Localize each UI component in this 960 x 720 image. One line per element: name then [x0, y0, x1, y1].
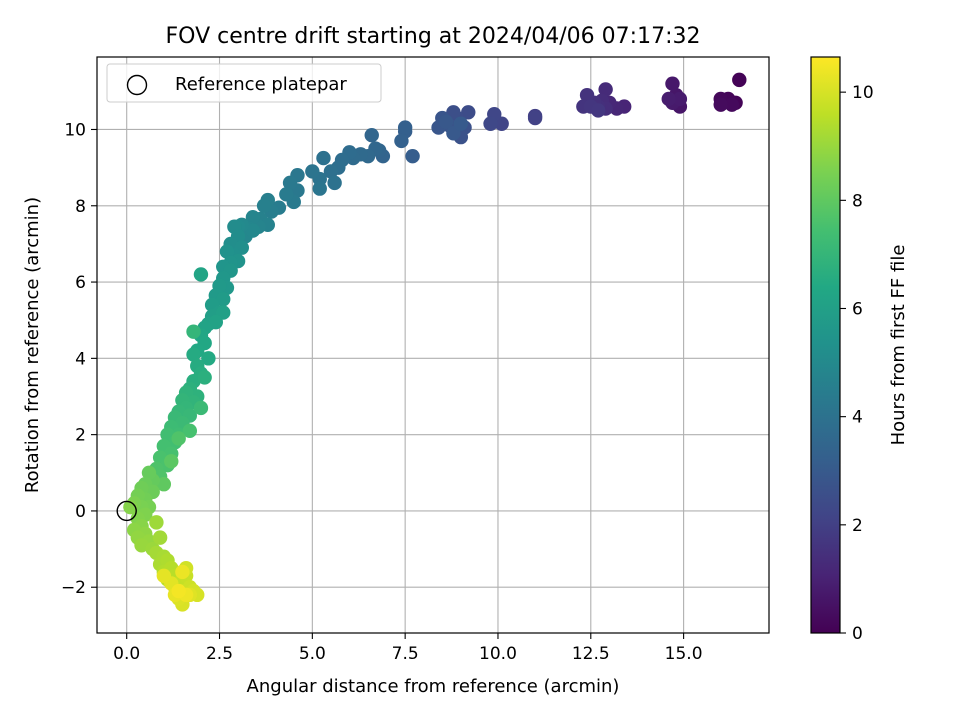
- data-point: [672, 91, 688, 107]
- data-point: [438, 114, 454, 130]
- data-point: [256, 198, 272, 213]
- colorbar-tick-label: 8: [852, 191, 863, 211]
- reference-point-layer: [116, 500, 137, 522]
- data-point: [134, 538, 149, 553]
- colorbar-tick-label: 4: [852, 408, 863, 428]
- legend-box: [106, 63, 382, 103]
- data-point: [171, 431, 186, 446]
- data-point: [327, 175, 342, 191]
- y-axis-ticks: −2 0 2 4 6 8 10: [61, 120, 97, 598]
- colorbar-frame: [810, 56, 841, 634]
- data-point: [312, 181, 327, 196]
- data-point: [282, 175, 298, 191]
- data-point: [323, 164, 339, 179]
- data-point: [461, 105, 476, 120]
- data-point: [156, 568, 172, 583]
- data-point: [279, 187, 294, 202]
- data-point: [527, 110, 543, 126]
- colorbar-ticks: 0 2 4 6 8 10: [840, 83, 874, 644]
- colorbar-gradient: [811, 57, 840, 633]
- data-point: [208, 314, 224, 330]
- data-point: [123, 499, 138, 515]
- data-point: [171, 583, 186, 599]
- data-point: [197, 370, 212, 385]
- data-point: [245, 223, 261, 238]
- x-tick-label: 7.5: [392, 644, 419, 664]
- data-point: [175, 564, 190, 580]
- data-point: [483, 116, 498, 131]
- data-point: [219, 244, 235, 259]
- data-point: [364, 127, 379, 143]
- data-point: [152, 530, 168, 545]
- data-point: [182, 423, 198, 439]
- plot-frame: [96, 56, 770, 634]
- x-tick-label: 0.0: [113, 644, 140, 664]
- data-point: [665, 76, 680, 91]
- chart-title: FOV centre drift starting at 2024/04/06 …: [166, 24, 701, 49]
- data-point: [186, 324, 201, 339]
- y-tick-label: −2: [61, 578, 86, 598]
- x-axis-ticks: 0.0 2.5 5.0 7.5 10.0 12.5 15.0: [113, 633, 703, 664]
- data-point: [245, 210, 261, 225]
- data-point: [591, 103, 606, 118]
- x-tick-label: 10.0: [479, 644, 517, 664]
- data-point: [724, 97, 740, 112]
- data-point: [453, 116, 469, 131]
- data-point: [316, 150, 331, 166]
- data-point: [164, 454, 179, 469]
- data-point: [713, 97, 728, 112]
- data-point: [405, 148, 420, 164]
- legend: Reference platepar: [106, 63, 382, 103]
- y-tick-label: 8: [75, 197, 86, 217]
- data-point: [598, 82, 613, 97]
- data-point: [305, 164, 320, 179]
- data-point: [394, 133, 409, 149]
- data-points: [123, 72, 747, 612]
- colorbar-tick-label: 6: [852, 299, 863, 319]
- colorbar-tick-label: 2: [852, 516, 863, 536]
- y-tick-label: 4: [75, 349, 86, 369]
- x-tick-label: 2.5: [206, 644, 233, 664]
- data-point: [397, 120, 413, 135]
- data-point: [186, 347, 201, 362]
- data-point: [141, 465, 157, 480]
- data-point: [193, 400, 209, 416]
- data-point: [149, 515, 164, 530]
- legend-label-reference-platepar: Reference platepar: [175, 74, 347, 95]
- data-point: [193, 267, 209, 282]
- reference-platepar-marker: [116, 500, 137, 522]
- x-tick-label: 5.0: [299, 644, 326, 664]
- y-tick-label: 6: [75, 273, 86, 293]
- x-axis-label: Angular distance from reference (arcmin): [247, 676, 620, 697]
- legend-open-circle-marker: [126, 74, 148, 96]
- data-point: [579, 87, 595, 103]
- y-tick-label: 0: [75, 502, 86, 522]
- x-tick-label: 12.5: [572, 644, 610, 664]
- colorbar-tick-label: 10: [852, 83, 874, 103]
- y-axis-label: Rotation from reference (arcmin): [22, 197, 43, 493]
- colorbar-tick-label: 0: [852, 624, 863, 644]
- colorbar-label: Hours from first FF file: [888, 245, 909, 446]
- data-point: [156, 477, 172, 492]
- data-point: [661, 91, 676, 107]
- data-point: [216, 292, 231, 307]
- data-point: [201, 351, 216, 366]
- data-point: [732, 72, 747, 88]
- colorbar: 0 2 4 6 8 10 Hours from first FF file: [810, 56, 909, 644]
- x-tick-label: 15.0: [665, 644, 703, 664]
- y-tick-label: 10: [64, 120, 86, 140]
- y-tick-label: 2: [75, 426, 86, 446]
